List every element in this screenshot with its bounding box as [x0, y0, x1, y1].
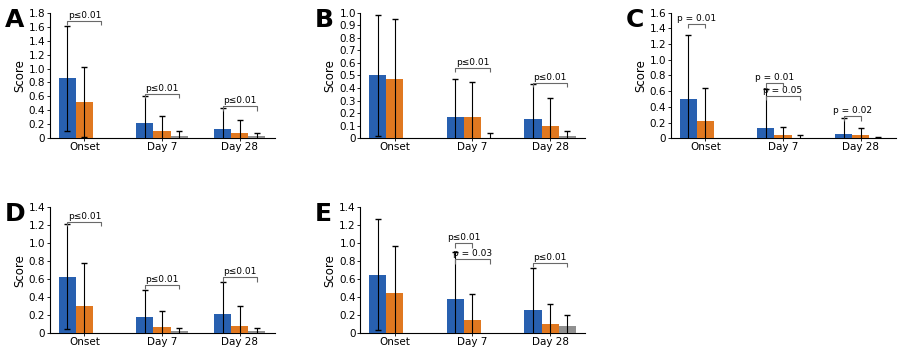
Bar: [447, 299, 464, 333]
Text: C: C: [626, 8, 644, 31]
Text: p = 0.01: p = 0.01: [755, 73, 794, 82]
Bar: [58, 277, 76, 333]
Text: p≤0.01: p≤0.01: [223, 96, 256, 105]
Text: B: B: [315, 8, 334, 31]
Bar: [58, 78, 76, 138]
Y-axis label: Score: Score: [13, 59, 26, 92]
Bar: [525, 119, 542, 138]
Bar: [835, 134, 852, 138]
Bar: [214, 314, 231, 333]
Bar: [137, 123, 154, 138]
Bar: [170, 135, 187, 138]
Y-axis label: Score: Score: [323, 254, 337, 287]
Bar: [464, 117, 481, 138]
Text: p≤0.01: p≤0.01: [534, 73, 567, 82]
Y-axis label: Score: Score: [324, 59, 337, 92]
Bar: [852, 135, 869, 138]
Bar: [248, 331, 266, 333]
Text: D: D: [4, 202, 25, 226]
Bar: [214, 129, 231, 138]
Text: p = 0.01: p = 0.01: [678, 14, 716, 23]
Text: p≤0.01: p≤0.01: [68, 11, 101, 20]
Bar: [542, 126, 559, 138]
Bar: [680, 99, 697, 138]
Text: p = 0.03: p = 0.03: [453, 249, 492, 258]
Text: A: A: [4, 8, 24, 31]
Text: p≤0.01: p≤0.01: [145, 274, 179, 283]
Bar: [231, 326, 248, 333]
Text: p = 0.02: p = 0.02: [832, 106, 871, 115]
Text: p≤0.01: p≤0.01: [145, 84, 179, 93]
Text: p≤0.01: p≤0.01: [447, 233, 481, 242]
Bar: [369, 275, 386, 333]
Y-axis label: Score: Score: [634, 59, 647, 92]
Bar: [154, 131, 170, 138]
Text: p≤0.01: p≤0.01: [534, 253, 567, 262]
Text: p≤0.01: p≤0.01: [68, 212, 101, 221]
Text: p≤0.01: p≤0.01: [223, 268, 256, 277]
Text: p = 0.05: p = 0.05: [763, 86, 803, 95]
Bar: [369, 76, 386, 138]
Bar: [758, 128, 775, 138]
Bar: [447, 117, 464, 138]
Bar: [525, 310, 542, 333]
Bar: [697, 121, 714, 138]
Bar: [559, 326, 576, 333]
Bar: [248, 136, 266, 138]
Bar: [559, 136, 576, 138]
Y-axis label: Score: Score: [13, 254, 26, 287]
Bar: [386, 79, 403, 138]
Bar: [170, 331, 187, 333]
Bar: [464, 320, 481, 333]
Text: p≤0.01: p≤0.01: [455, 58, 490, 67]
Bar: [542, 324, 559, 333]
Bar: [76, 306, 93, 333]
Bar: [386, 292, 403, 333]
Bar: [137, 317, 154, 333]
Bar: [76, 102, 93, 138]
Bar: [775, 135, 791, 138]
Bar: [154, 327, 170, 333]
Text: E: E: [315, 202, 332, 226]
Bar: [231, 133, 248, 138]
